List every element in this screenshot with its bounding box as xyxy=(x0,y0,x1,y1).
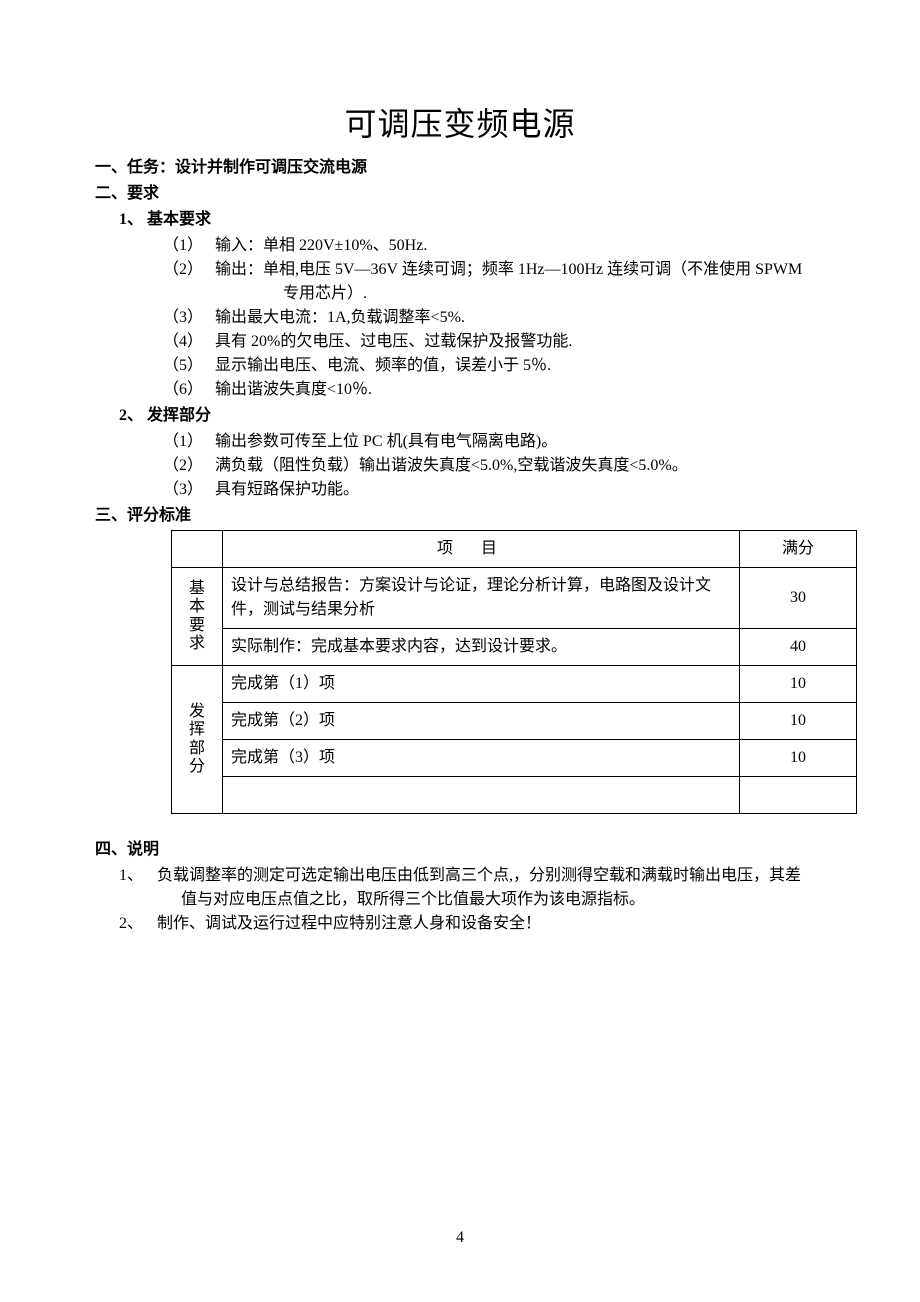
table-category-advanced: 发挥部分 xyxy=(172,666,223,814)
section-requirements-heading: 二、要求 xyxy=(95,182,825,206)
table-row: 实际制作：完成基本要求内容，达到设计要求。 40 xyxy=(172,629,857,666)
table-row: 完成第（3）项 10 xyxy=(172,740,857,777)
list-item: 2、 制作、调试及运行过程中应特别注意人身和设备安全！ xyxy=(119,912,825,936)
list-text: 具有 20%的欠电压、过电压、过载保护及报警功能. xyxy=(215,330,825,354)
list-item: （2） 满负载（阻性负载）输出谐波失真度<5.0%,空载谐波失真度<5.0%。 xyxy=(163,454,825,478)
list-num: （1） xyxy=(163,430,215,454)
table-cell-score: 10 xyxy=(740,703,857,740)
table-cell-score xyxy=(740,777,857,814)
sub-heading-advanced: 2、 发挥部分 xyxy=(119,404,825,428)
list-item: 1、 负载调整率的测定可选定输出电压由低到高三个点,，分别测得空载和满载时输出电… xyxy=(119,864,825,888)
table-cell-item: 完成第（3）项 xyxy=(223,740,740,777)
list-num: 2、 xyxy=(119,912,157,936)
list-text: 输出谐波失真度<10％. xyxy=(215,378,825,402)
page-number: 4 xyxy=(0,1226,920,1250)
section-scoring-heading: 三、评分标准 xyxy=(95,504,825,528)
list-item: （2） 输出：单相,电压 5V—36V 连续可调；频率 1Hz—100Hz 连续… xyxy=(163,258,825,282)
list-num: （1） xyxy=(163,234,215,258)
list-text: 输出：单相,电压 5V—36V 连续可调；频率 1Hz—100Hz 连续可调（不… xyxy=(215,258,825,282)
list-text-cont: 值与对应电压点值之比，取所得三个比值最大项作为该电源指标。 xyxy=(181,888,825,912)
section-task-heading: 一、任务：设计并制作可调压交流电源 xyxy=(95,156,825,180)
list-item: （4） 具有 20%的欠电压、过电压、过载保护及报警功能. xyxy=(163,330,825,354)
table-header-score: 满分 xyxy=(740,531,857,568)
table-row xyxy=(172,777,857,814)
list-num: （2） xyxy=(163,258,215,282)
list-num: （3） xyxy=(163,478,215,502)
notes-list: 1、 负载调整率的测定可选定输出电压由低到高三个点,，分别测得空载和满载时输出电… xyxy=(119,864,825,936)
list-text: 输入：单相 220V±10%、50Hz. xyxy=(215,234,825,258)
list-item: （3） 具有短路保护功能。 xyxy=(163,478,825,502)
list-num: （4） xyxy=(163,330,215,354)
table-header-blank xyxy=(172,531,223,568)
list-text: 显示输出电压、电流、频率的值，误差小于 5％. xyxy=(215,354,825,378)
list-num: （5） xyxy=(163,354,215,378)
list-num: （3） xyxy=(163,306,215,330)
list-text: 具有短路保护功能。 xyxy=(215,478,825,502)
list-text-cont: 专用芯片）. xyxy=(283,282,825,306)
table-cell-score: 40 xyxy=(740,629,857,666)
list-text: 制作、调试及运行过程中应特别注意人身和设备安全！ xyxy=(157,912,825,936)
table-cell-item: 设计与总结报告：方案设计与论证，理论分析计算，电路图及设计文件，测试与结果分析 xyxy=(223,568,740,629)
sub-heading-basic: 1、 基本要求 xyxy=(119,208,825,232)
list-text: 输出参数可传至上位 PC 机(具有电气隔离电路)。 xyxy=(215,430,825,454)
section-notes-heading: 四、说明 xyxy=(95,838,825,862)
list-item: （6） 输出谐波失真度<10％. xyxy=(163,378,825,402)
table-cell-score: 10 xyxy=(740,740,857,777)
list-num: （6） xyxy=(163,378,215,402)
table-cell-item: 完成第（2）项 xyxy=(223,703,740,740)
table-header-item: 项目 xyxy=(223,531,740,568)
list-item: （1） 输出参数可传至上位 PC 机(具有电气隔离电路)。 xyxy=(163,430,825,454)
table-cell-item: 完成第（1）项 xyxy=(223,666,740,703)
advanced-list: （1） 输出参数可传至上位 PC 机(具有电气隔离电路)。 （2） 满负载（阻性… xyxy=(163,430,825,502)
table-row: 基本要求 设计与总结报告：方案设计与论证，理论分析计算，电路图及设计文件，测试与… xyxy=(172,568,857,629)
basic-list: （1） 输入：单相 220V±10%、50Hz. （2） 输出：单相,电压 5V… xyxy=(163,234,825,402)
list-num: 1、 xyxy=(119,864,157,888)
table-cell-item xyxy=(223,777,740,814)
page-title: 可调压变频电源 xyxy=(95,100,825,148)
list-item: （3） 输出最大电流：1A,负载调整率<5%. xyxy=(163,306,825,330)
list-item: （5） 显示输出电压、电流、频率的值，误差小于 5％. xyxy=(163,354,825,378)
scoring-table: 项目 满分 基本要求 设计与总结报告：方案设计与论证，理论分析计算，电路图及设计… xyxy=(171,530,857,814)
table-row: 完成第（2）项 10 xyxy=(172,703,857,740)
table-category-basic: 基本要求 xyxy=(172,568,223,666)
list-text: 负载调整率的测定可选定输出电压由低到高三个点,，分别测得空载和满载时输出电压，其… xyxy=(157,864,825,888)
list-item: （1） 输入：单相 220V±10%、50Hz. xyxy=(163,234,825,258)
document-page: 可调压变频电源 一、任务：设计并制作可调压交流电源 二、要求 1、 基本要求 （… xyxy=(0,0,920,936)
table-cell-score: 30 xyxy=(740,568,857,629)
list-text: 满负载（阻性负载）输出谐波失真度<5.0%,空载谐波失真度<5.0%。 xyxy=(215,454,825,478)
table-cell-item: 实际制作：完成基本要求内容，达到设计要求。 xyxy=(223,629,740,666)
table-row: 发挥部分 完成第（1）项 10 xyxy=(172,666,857,703)
list-text: 输出最大电流：1A,负载调整率<5%. xyxy=(215,306,825,330)
table-cell-score: 10 xyxy=(740,666,857,703)
table-header-row: 项目 满分 xyxy=(172,531,857,568)
list-num: （2） xyxy=(163,454,215,478)
